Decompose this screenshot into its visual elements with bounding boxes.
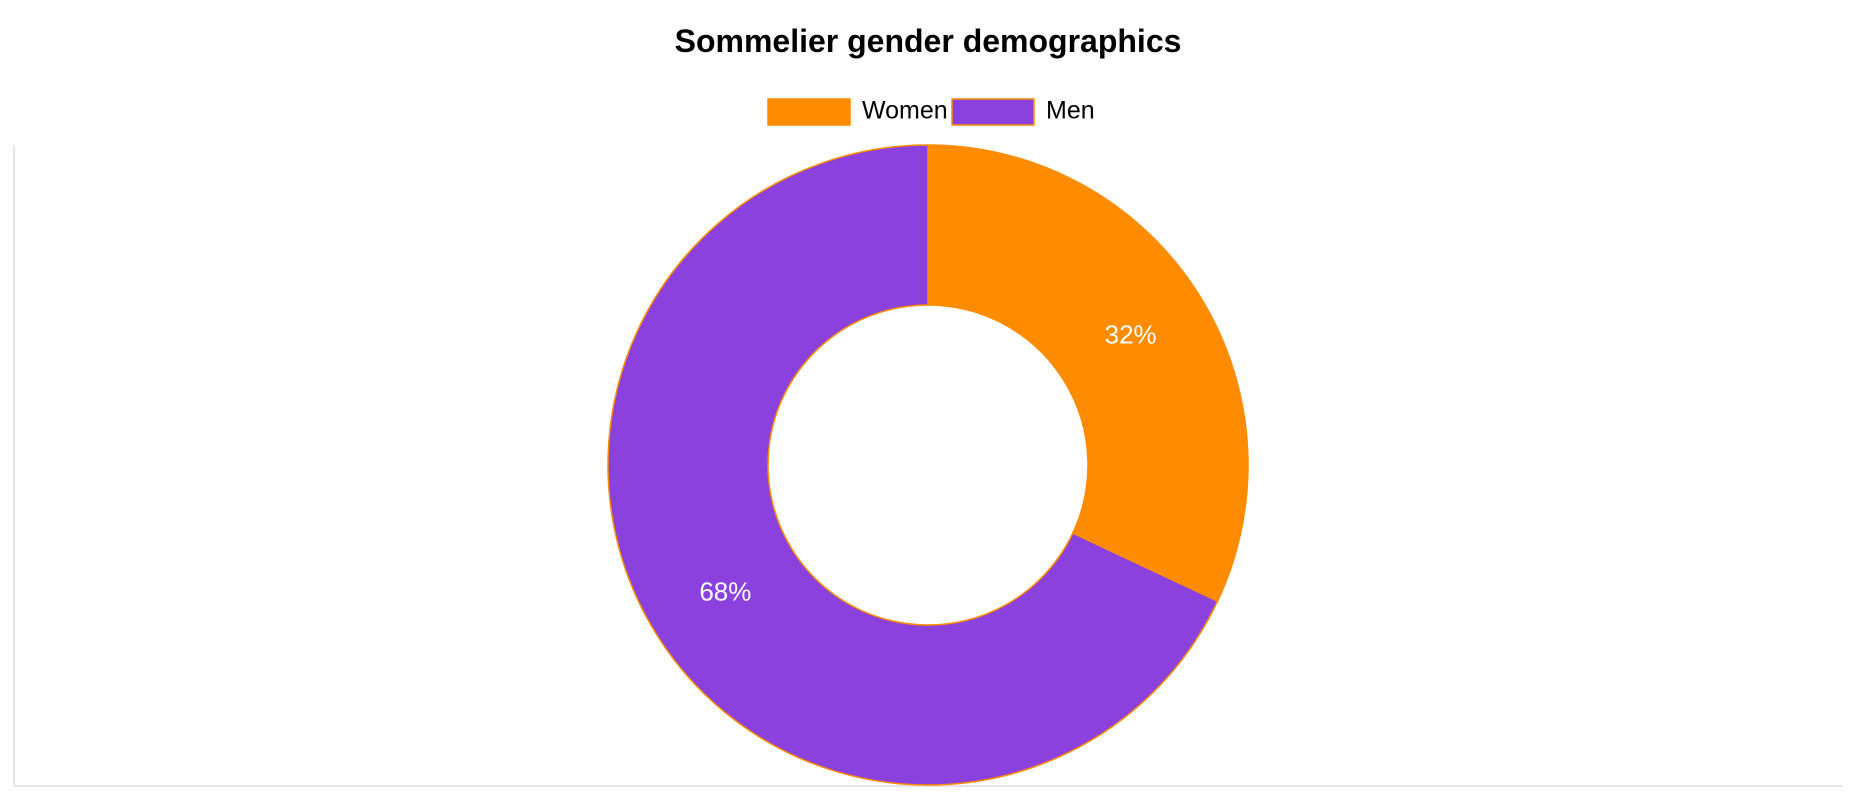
data-label-men: 68% [699, 576, 751, 606]
data-labels: 32% 68% [699, 319, 1156, 606]
chart-legend: Women Men [767, 97, 1095, 126]
chart-frame [13, 145, 1842, 787]
slice-men[interactable] [607, 144, 1219, 786]
legend-item-women[interactable]: Women [767, 97, 948, 126]
donut-slices [607, 144, 1249, 786]
legend-label-men: Men [1046, 97, 1095, 125]
chart-title: Sommelier gender demographics [675, 23, 1182, 59]
data-label-women: 32% [1105, 319, 1157, 349]
legend-swatch-women [767, 98, 851, 126]
slice-women[interactable] [927, 144, 1249, 603]
legend-swatch-men [951, 98, 1035, 126]
legend-label-women: Women [862, 97, 948, 125]
legend-item-men[interactable]: Men [951, 97, 1095, 126]
